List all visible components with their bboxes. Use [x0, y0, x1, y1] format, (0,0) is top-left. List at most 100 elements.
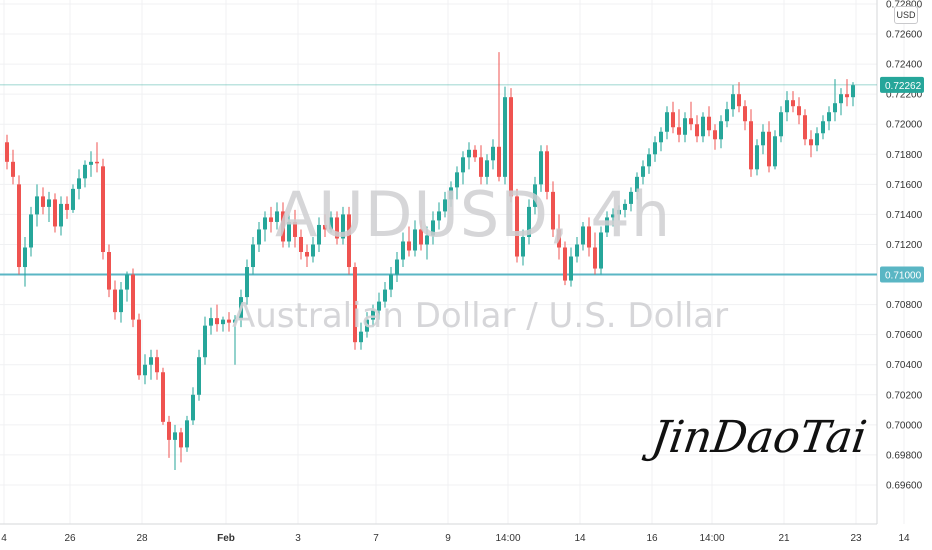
candle-body[interactable] [485, 160, 489, 177]
candle[interactable] [95, 142, 99, 173]
candle-body[interactable] [77, 178, 81, 189]
candle[interactable] [413, 220, 417, 257]
candle-body[interactable] [83, 164, 87, 179]
candle[interactable] [329, 211, 333, 233]
candle-body[interactable] [161, 372, 165, 422]
candlestick-series[interactable] [5, 52, 855, 470]
candle-body[interactable] [413, 229, 417, 251]
candle[interactable] [65, 196, 69, 219]
candle-body[interactable] [683, 118, 687, 135]
candle[interactable] [203, 316, 207, 365]
candle[interactable] [425, 226, 429, 260]
level-price-badge[interactable] [880, 266, 924, 283]
candle-body[interactable] [395, 259, 399, 275]
candle[interactable] [719, 115, 723, 149]
candle-body[interactable] [425, 235, 429, 245]
candle[interactable] [839, 88, 843, 116]
candle-body[interactable] [821, 121, 825, 134]
candle[interactable] [605, 211, 609, 237]
candle[interactable] [569, 247, 573, 287]
candle-body[interactable] [725, 109, 729, 122]
candle[interactable] [551, 181, 555, 237]
candle[interactable] [149, 349, 153, 380]
candle-body[interactable] [29, 214, 33, 248]
candle[interactable] [449, 181, 453, 207]
candle[interactable] [173, 424, 177, 470]
candle-body[interactable] [563, 247, 567, 281]
candle[interactable] [365, 312, 369, 338]
candle-body[interactable] [575, 244, 579, 257]
candle[interactable] [341, 206, 345, 245]
candle[interactable] [389, 267, 393, 298]
candle-body[interactable] [251, 244, 255, 268]
candle-body[interactable] [713, 130, 717, 140]
candle-body[interactable] [503, 97, 507, 177]
currency-badge[interactable]: USD [894, 6, 918, 24]
candle-body[interactable] [803, 115, 807, 140]
candle-body[interactable] [197, 357, 201, 395]
candle-body[interactable] [5, 142, 9, 162]
candle-body[interactable] [737, 94, 741, 107]
candle-body[interactable] [107, 252, 111, 290]
candle-body[interactable] [827, 112, 831, 122]
candle[interactable] [641, 160, 645, 185]
candle-body[interactable] [215, 318, 219, 325]
candle-body[interactable] [749, 121, 753, 170]
candle[interactable] [815, 127, 819, 152]
candle[interactable] [299, 229, 303, 260]
candle-body[interactable] [677, 127, 681, 135]
candle-body[interactable] [179, 432, 183, 448]
candle-body[interactable] [809, 139, 813, 146]
candle-body[interactable] [119, 289, 123, 313]
candle-body[interactable] [845, 94, 849, 98]
candle-body[interactable] [755, 145, 759, 170]
candle[interactable] [407, 226, 411, 257]
candle[interactable] [635, 172, 639, 200]
candle-body[interactable] [377, 301, 381, 311]
candle[interactable] [347, 206, 351, 275]
candle-body[interactable] [329, 217, 333, 230]
candle-body[interactable] [443, 199, 447, 212]
candle[interactable] [23, 236, 27, 287]
candle-body[interactable] [17, 184, 21, 268]
candle-body[interactable] [449, 187, 453, 200]
candle[interactable] [107, 244, 111, 298]
candle[interactable] [707, 106, 711, 137]
candle[interactable] [473, 145, 477, 162]
candle[interactable] [245, 259, 249, 305]
candle[interactable] [113, 280, 117, 320]
candle-body[interactable] [797, 106, 801, 116]
candle-body[interactable] [383, 289, 387, 302]
candle[interactable] [545, 145, 549, 200]
candle[interactable] [155, 349, 159, 380]
candle-body[interactable] [341, 214, 345, 239]
candle-body[interactable] [257, 229, 261, 245]
candle[interactable] [209, 307, 213, 335]
candle[interactable] [59, 196, 63, 236]
candle[interactable] [581, 221, 585, 251]
candle-body[interactable] [785, 100, 789, 113]
candle-body[interactable] [833, 103, 837, 113]
candle-body[interactable] [155, 357, 159, 373]
candle[interactable] [35, 184, 39, 227]
candle-body[interactable] [287, 221, 291, 242]
candle-body[interactable] [701, 116, 705, 137]
candle[interactable] [827, 106, 831, 131]
candle[interactable] [161, 367, 165, 425]
candle[interactable] [377, 292, 381, 320]
candle-body[interactable] [263, 217, 267, 230]
candle[interactable] [359, 322, 363, 350]
candle-body[interactable] [839, 94, 843, 104]
candle-body[interactable] [293, 221, 297, 237]
candle-body[interactable] [515, 196, 519, 257]
candle-body[interactable] [11, 161, 15, 177]
candle[interactable] [503, 86, 507, 185]
candle-body[interactable] [299, 236, 303, 252]
candle-body[interactable] [365, 319, 369, 332]
candle-body[interactable] [89, 161, 93, 165]
candle-body[interactable] [695, 124, 699, 137]
candle-body[interactable] [419, 229, 423, 245]
candle[interactable] [257, 221, 261, 252]
candle[interactable] [323, 214, 327, 237]
candle[interactable] [809, 130, 813, 158]
